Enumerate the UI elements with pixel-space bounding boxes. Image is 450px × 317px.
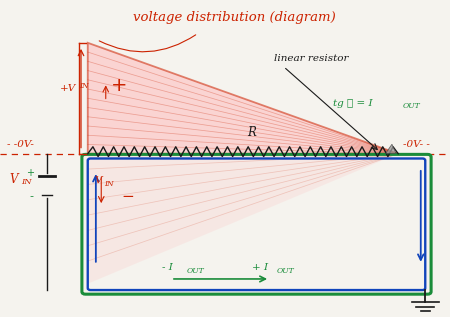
Text: - I: - I: [162, 263, 173, 272]
Text: - -0V-: - -0V-: [7, 140, 34, 149]
Text: IN: IN: [21, 178, 32, 186]
Text: OUT: OUT: [403, 102, 420, 110]
Polygon shape: [88, 154, 398, 284]
Text: +: +: [111, 76, 127, 95]
Text: IN: IN: [104, 180, 114, 188]
Polygon shape: [88, 43, 398, 154]
Text: tg ℓ = I: tg ℓ = I: [333, 99, 373, 108]
Text: +V: +V: [60, 84, 76, 93]
Text: +: +: [26, 168, 34, 178]
Text: linear resistor: linear resistor: [274, 55, 349, 63]
Text: OUT: OUT: [277, 267, 294, 275]
Text: −: −: [122, 189, 135, 204]
Text: IN: IN: [79, 82, 88, 90]
Text: + I: + I: [252, 263, 268, 272]
Text: R: R: [248, 126, 256, 139]
Text: voltage distribution (diagram): voltage distribution (diagram): [133, 11, 335, 24]
Text: OUT: OUT: [187, 267, 204, 275]
Text: V: V: [9, 172, 18, 186]
Polygon shape: [386, 144, 396, 153]
Text: -: -: [30, 191, 34, 202]
Text: -0V- -: -0V- -: [403, 140, 430, 149]
Text: V: V: [94, 176, 102, 185]
